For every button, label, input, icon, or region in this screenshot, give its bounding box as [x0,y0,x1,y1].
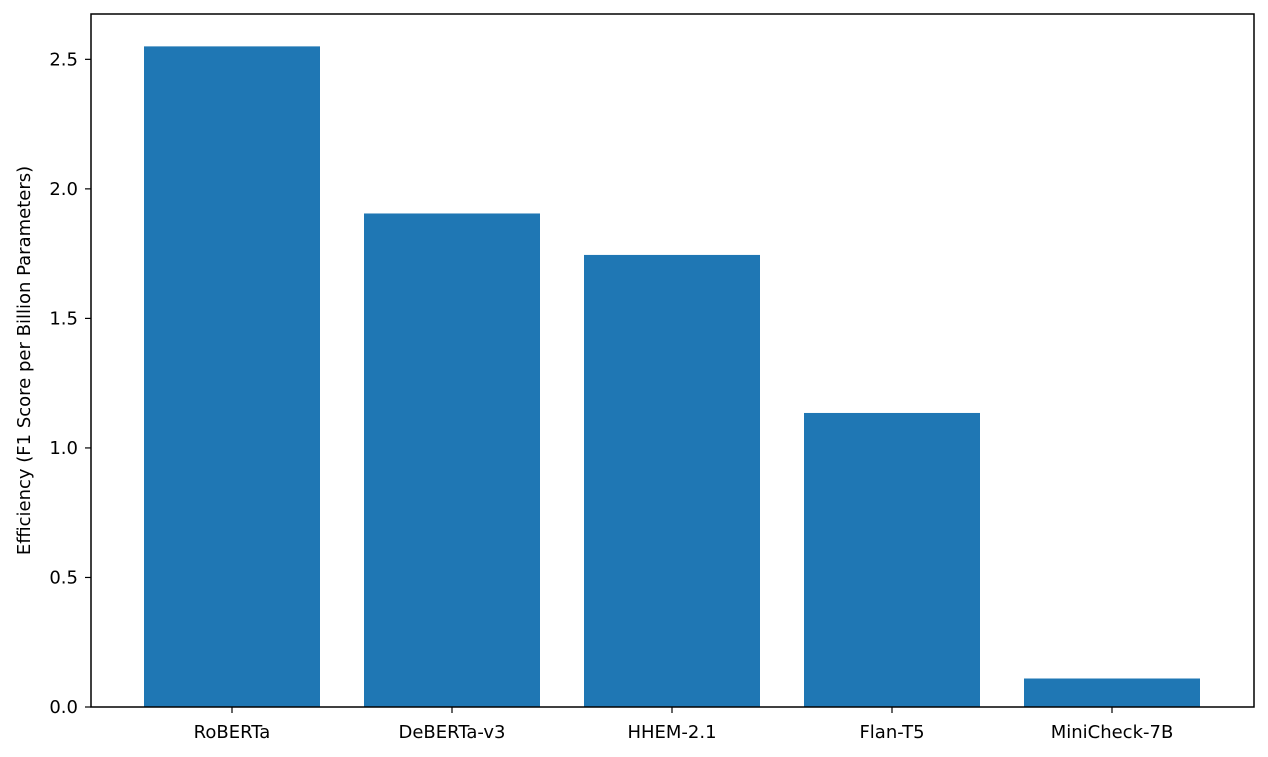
y-axis-label: Efficiency (F1 Score per Billion Paramet… [14,166,35,555]
x-tick-label: Flan-T5 [859,722,924,743]
y-tick-label: 0.0 [49,697,78,718]
y-tick-label: 2.0 [49,179,78,200]
y-tick-label: 1.0 [49,438,78,459]
bar-flan-t5 [804,412,980,707]
bar-minicheck-7b [1024,678,1200,707]
y-tick-label: 1.5 [49,308,78,329]
x-tick-label: RoBERTa [194,722,271,743]
x-tick-label: DeBERTa-v3 [398,722,505,743]
x-tick-label: HHEM-2.1 [627,722,716,743]
bar-deberta-v3 [364,213,540,707]
y-tick-label: 0.5 [49,567,78,588]
bar-hhem-2-1 [584,254,760,707]
ticks-layer: RoBERTa DeBERTa-v3 HHEM-2.1 Flan-T5 MiniChec… [49,49,1173,743]
bar-roberta [144,46,320,707]
x-tick-label: MiniCheck-7B [1051,722,1174,743]
bars-layer [144,46,1200,707]
y-tick-label: 2.5 [49,49,78,70]
